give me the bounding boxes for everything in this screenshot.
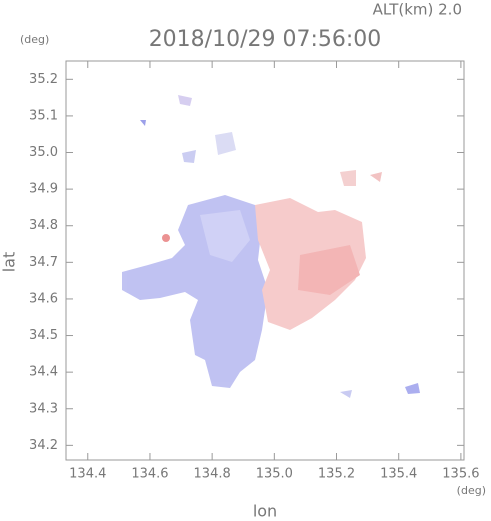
- x-tick-label: 134.8: [194, 467, 231, 482]
- y-tick-label: 34.2: [29, 438, 58, 453]
- x-tick-label: 134.4: [69, 467, 106, 482]
- velocity-field: [122, 95, 420, 398]
- y-tick-label: 34.3: [29, 401, 58, 416]
- y-tick-label: 34.8: [29, 218, 58, 233]
- x-tick-label: 135.6: [442, 467, 479, 482]
- y-tick-label: 35.2: [29, 72, 58, 87]
- x-tick-label: 135.4: [380, 467, 417, 482]
- x-tick-label: 135.2: [318, 467, 355, 482]
- y-tick-label: 34.7: [29, 255, 58, 270]
- y-tick-label: 34.4: [29, 365, 58, 380]
- y-axis-label: lat: [0, 252, 19, 273]
- y-tick-label: 35.1: [29, 108, 58, 123]
- y-tick-label: 34.5: [29, 328, 58, 343]
- chart-title: 2018/10/29 07:56:00: [149, 27, 382, 52]
- plot-frame: [65, 60, 465, 461]
- x-axis-label: lon: [253, 502, 277, 521]
- y-tick-label: 34.9: [29, 182, 58, 197]
- y-tick-label: 35.0: [29, 145, 58, 160]
- x-tick-label: 134.6: [131, 467, 168, 482]
- x-unit: (deg): [457, 484, 486, 497]
- y-tick-label: 34.6: [29, 291, 58, 306]
- altitude-label: ALT(km) 2.0: [373, 1, 462, 19]
- x-tick-label: 135.0: [256, 467, 293, 482]
- y-unit: (deg): [20, 33, 49, 46]
